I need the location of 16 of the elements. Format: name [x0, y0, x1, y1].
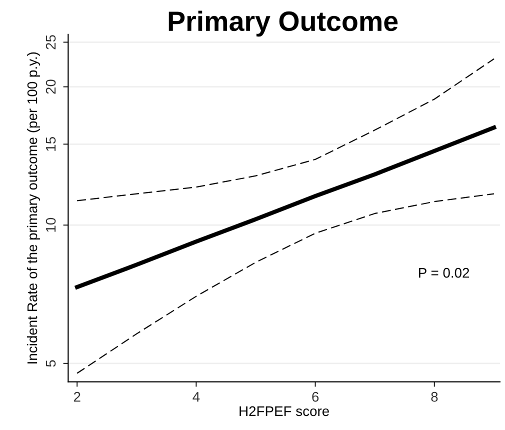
- annotation: P = 0.02: [419, 268, 470, 278]
- y-tick-label: 20: [46, 80, 56, 94]
- y-axis-title: Incident Rate of the primary outcome (per 100 p.y.): [27, 52, 40, 364]
- x-tick-label: 2: [74, 392, 80, 402]
- x-tick-label: 6: [312, 392, 319, 402]
- x-tick-label: 8: [431, 392, 438, 402]
- chart-title: Primary Outcome: [168, 10, 398, 37]
- y-tick-label: 25: [46, 35, 56, 50]
- x-tick-label: 4: [192, 392, 200, 402]
- line-series: [76, 193, 495, 374]
- y-tick-label: 15: [46, 137, 56, 151]
- y-tick-label: 5: [46, 360, 56, 367]
- x-axis-title: H2FPEF score: [240, 406, 329, 416]
- y-tick-label: 10: [46, 218, 56, 232]
- line-series: [75, 126, 496, 290]
- line-series: [76, 58, 495, 202]
